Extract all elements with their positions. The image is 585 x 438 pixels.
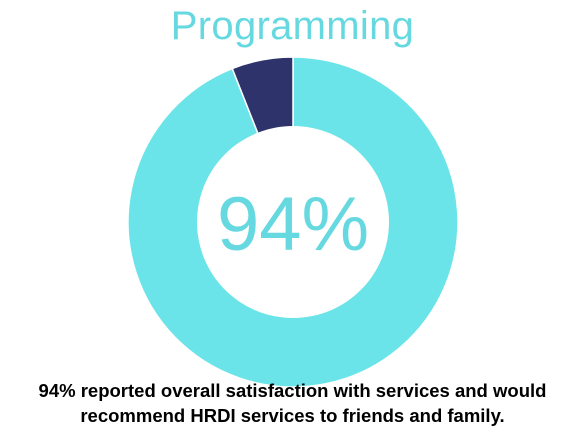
center-percent-label: 94% <box>217 182 369 267</box>
caption-line-2: recommend HRDI services to friends and f… <box>80 405 505 426</box>
donut-hole <box>197 126 389 318</box>
chart-title: Programming <box>170 4 415 48</box>
caption-line-1: 94% reported overall satisfaction with s… <box>38 380 547 401</box>
chart-caption: 94% reported overall satisfaction with s… <box>0 378 585 428</box>
